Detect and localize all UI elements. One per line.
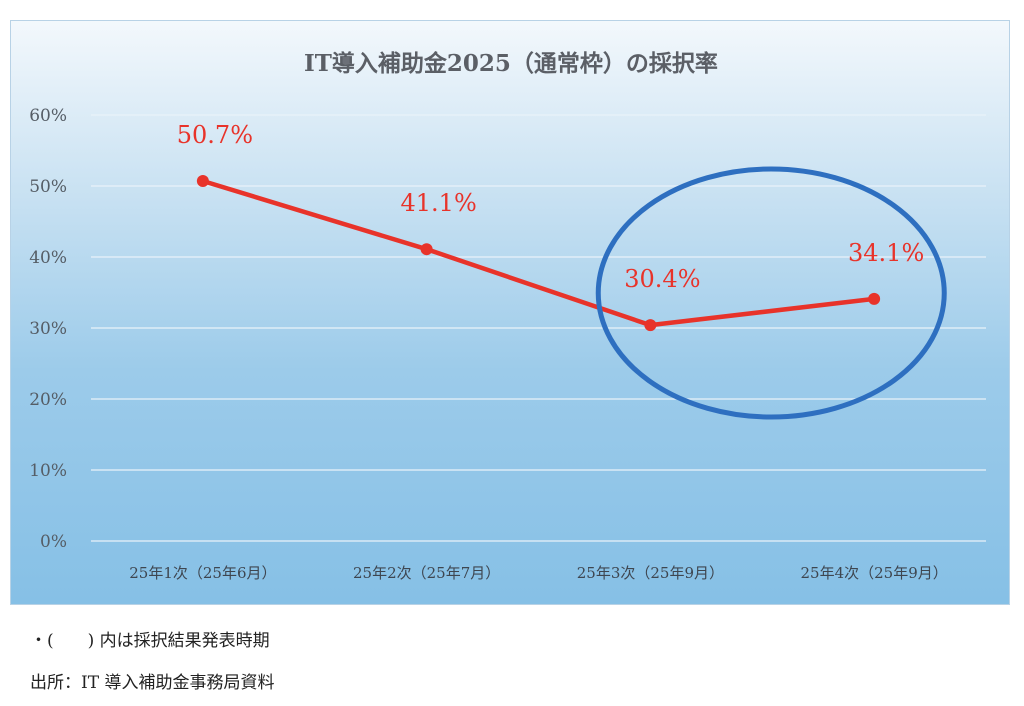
y-tick-label: 40% xyxy=(29,248,67,268)
line-chart: IT導入補助金2025（通常枠）の採択率 0% 10% 20% 30% 40% 50% 60%… xyxy=(29,50,986,582)
x-tick-label: 25年3次（25年9月） xyxy=(577,564,724,582)
source-note: 出所：IT 導入補助金事務局資料 xyxy=(30,673,275,693)
data-point xyxy=(644,319,657,332)
chart-title: IT導入補助金2025（通常枠）の採択率 xyxy=(304,50,718,77)
chart-panel: IT導入補助金2025（通常枠）の採択率 0% 10% 20% 30% 40% 50% 60%… xyxy=(10,20,1010,605)
data-label: 41.1% xyxy=(401,189,477,217)
x-tick-label: 25年2次（25年7月） xyxy=(353,564,500,582)
y-tick-label: 30% xyxy=(29,319,67,339)
data-point xyxy=(196,175,209,188)
y-tick-label: 20% xyxy=(29,390,67,410)
data-label: 30.4% xyxy=(624,265,700,293)
data-point xyxy=(868,292,881,305)
data-label: 50.7% xyxy=(177,121,253,149)
series-line xyxy=(200,178,877,328)
y-tick-label: 0% xyxy=(40,532,67,552)
y-tick-label: 10% xyxy=(29,461,67,481)
y-tick-label: 50% xyxy=(29,177,67,197)
x-tick-label: 25年4次（25年9月） xyxy=(800,564,947,582)
highlight-ellipse xyxy=(595,166,947,420)
x-tick-label: 25年1次（25年6月） xyxy=(129,564,276,582)
y-tick-label: 60% xyxy=(29,106,67,126)
data-label: 34.1% xyxy=(848,239,924,267)
data-point xyxy=(420,243,433,256)
timing-note: ・( ) 内は採択結果発表時期 xyxy=(30,631,270,651)
